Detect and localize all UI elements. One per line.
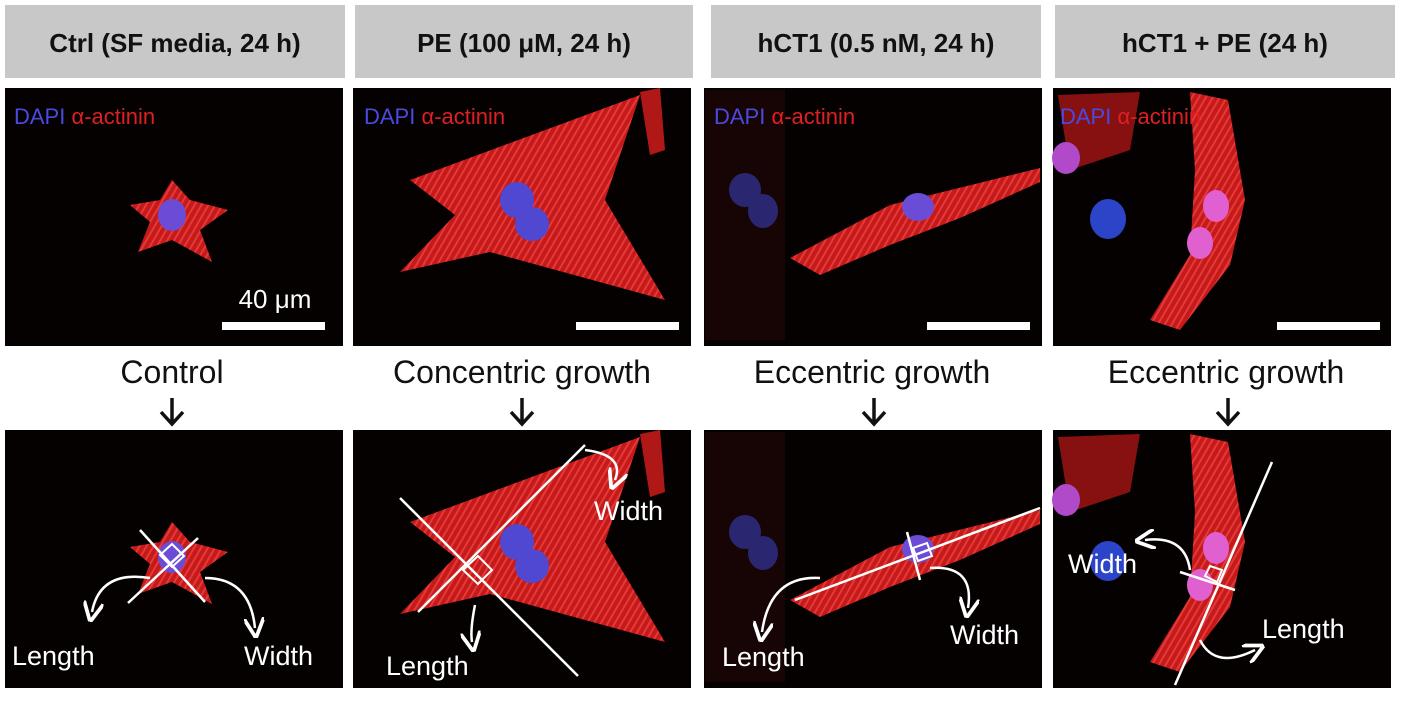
actinin: α-actinin — [421, 104, 505, 129]
length-label: Length — [386, 651, 469, 681]
growth-label: Control — [120, 354, 223, 390]
width-label: Width — [244, 641, 313, 671]
headers: Ctrl (SF media, 24 h) PE (100 μM, 24 h) … — [5, 5, 1395, 78]
stain-label: DAPI α-actinin — [364, 104, 505, 129]
measure-lines — [92, 444, 1274, 686]
top-images: DAPI α-actinin DAPI α-actinin DAPI α-act… — [5, 88, 1391, 346]
stain-label: DAPI α-actinin — [1060, 104, 1201, 129]
actinin: α-actinin — [1117, 104, 1201, 129]
scale-bar — [1277, 322, 1380, 330]
header-box — [5, 5, 345, 78]
scale-bar — [927, 322, 1030, 330]
header-box — [1055, 5, 1395, 78]
header: hCT1 + PE (24 h) — [1122, 28, 1328, 58]
dapi: DAPI — [714, 104, 765, 129]
width-label: Width — [1068, 549, 1137, 579]
header: Ctrl (SF media, 24 h) — [49, 28, 300, 58]
header-box — [711, 5, 1041, 78]
scale-bar — [222, 322, 325, 330]
header: PE (100 μM, 24 h) — [417, 28, 631, 58]
actinin: α-actinin — [771, 104, 855, 129]
growth-labels: Control Concentric growth Eccentric grow… — [120, 354, 1345, 427]
header: hCT1 (0.5 nM, 24 h) — [758, 28, 995, 58]
width-label: Width — [594, 496, 663, 526]
length-label: Length — [722, 642, 805, 672]
length-label: Length — [1262, 614, 1345, 644]
stain-label: DAPI α-actinin — [14, 104, 155, 129]
scale-bar-label: 40 μm — [239, 284, 312, 314]
dapi: DAPI — [14, 104, 65, 129]
growth-label: Eccentric growth — [1108, 354, 1345, 390]
dapi: DAPI — [364, 104, 415, 129]
stain-label: DAPI α-actinin — [714, 104, 855, 129]
width-label: Width — [950, 620, 1019, 650]
growth-label: Concentric growth — [393, 354, 651, 390]
scale-bar — [576, 322, 679, 330]
header-box — [355, 5, 693, 78]
down-arrows — [159, 398, 1241, 427]
bottom-images: Length Width Length Width Length Width W… — [5, 430, 1391, 688]
length-label: Length — [12, 641, 95, 671]
dapi: DAPI — [1060, 104, 1111, 129]
actinin: α-actinin — [71, 104, 155, 129]
growth-label: Eccentric growth — [754, 354, 991, 390]
